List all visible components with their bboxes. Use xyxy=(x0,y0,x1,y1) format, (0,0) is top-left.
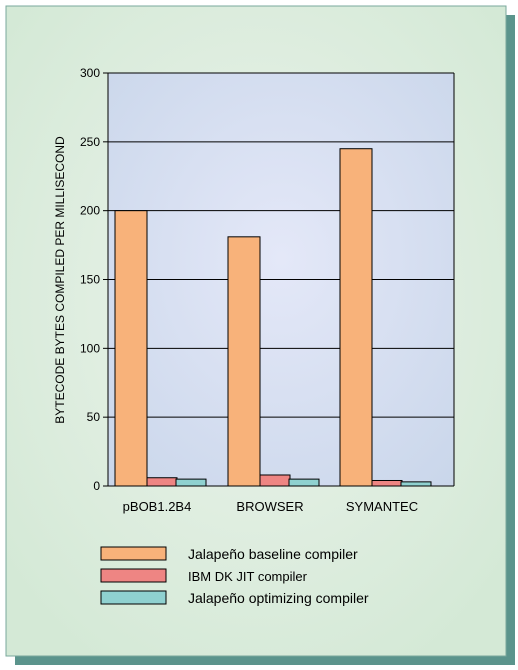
legend-swatch xyxy=(100,590,167,605)
legend-label: Jalapeño baseline compiler xyxy=(188,546,358,562)
bar xyxy=(288,478,320,487)
bar xyxy=(371,479,403,487)
legend: Jalapeño baseline compiler IBM DK JIT com… xyxy=(100,546,369,606)
bar xyxy=(259,474,291,487)
bar xyxy=(339,148,373,487)
x-tick-label: pBOB1.2B4 xyxy=(123,499,192,514)
y-axis-label: BYTECODE BYTES COMPILED PER MILLISECOND xyxy=(53,136,67,424)
x-tick-label: SYMANTEC xyxy=(346,499,418,514)
bar xyxy=(175,478,207,487)
y-tick-label: 100 xyxy=(80,341,100,355)
bar xyxy=(146,477,178,487)
gridlines xyxy=(108,72,454,418)
bars xyxy=(114,148,432,487)
y-tick-labels: 0 50 100 150 200 250 300 xyxy=(80,66,108,493)
x-tick-labels: pBOB1.2B4 BROWSER SYMANTEC xyxy=(123,499,418,514)
y-tick-label: 200 xyxy=(80,204,100,218)
legend-label: Jalapeño optimizing compiler xyxy=(188,590,369,606)
bar xyxy=(227,236,261,487)
y-tick-label: 0 xyxy=(93,479,100,493)
legend-label: IBM DK JIT compiler xyxy=(188,569,308,584)
bar xyxy=(114,210,148,487)
y-tick-label: 150 xyxy=(80,273,100,287)
bar xyxy=(400,481,432,487)
y-tick-label: 250 xyxy=(80,135,100,149)
y-tick-label: 300 xyxy=(80,66,100,80)
legend-swatch xyxy=(100,568,167,583)
x-tick-label: BROWSER xyxy=(236,499,303,514)
y-tick-label: 50 xyxy=(87,410,101,424)
legend-swatch xyxy=(100,546,167,561)
